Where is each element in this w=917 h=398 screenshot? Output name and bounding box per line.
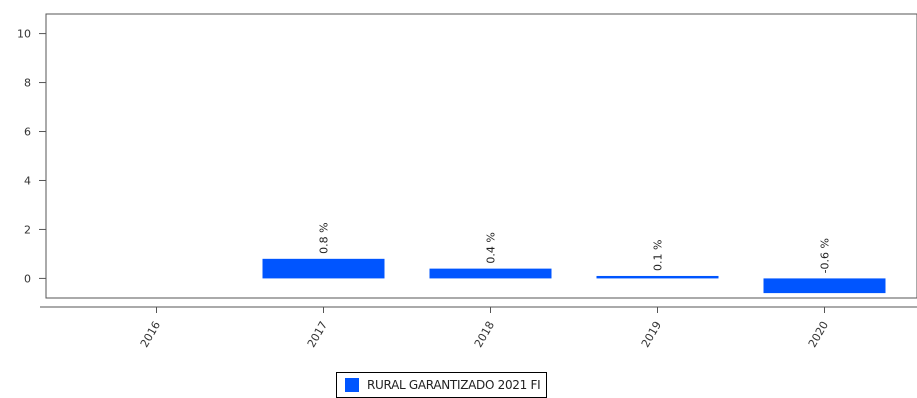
legend-swatch bbox=[345, 378, 359, 392]
y-axis: 0 2 4 6 8 10 bbox=[17, 28, 46, 285]
data-label: 0.1 % bbox=[652, 240, 665, 271]
y-tick-label: 10 bbox=[17, 28, 31, 41]
y-tick-label: 2 bbox=[24, 223, 31, 236]
x-tick-label: 2020 bbox=[806, 319, 831, 350]
x-axis: 2016 2017 2018 2019 2020 bbox=[40, 306, 917, 350]
y-tick-label: 4 bbox=[24, 174, 31, 187]
y-tick-label: 6 bbox=[24, 126, 31, 139]
data-label: 0.8 % bbox=[318, 222, 331, 253]
data-label: 0.4 % bbox=[485, 232, 498, 263]
data-label: -0.6 % bbox=[819, 238, 832, 273]
legend: RURAL GARANTIZADO 2021 FI bbox=[336, 372, 548, 398]
bar bbox=[429, 268, 552, 279]
bar bbox=[596, 275, 719, 279]
bars bbox=[262, 258, 886, 294]
y-tick-label: 8 bbox=[24, 77, 31, 90]
plot-frame bbox=[45, 13, 917, 299]
x-tick-label: 2018 bbox=[472, 319, 497, 350]
bar bbox=[262, 258, 385, 279]
x-tick-label: 2019 bbox=[639, 319, 664, 350]
x-tick-label: 2017 bbox=[305, 319, 330, 350]
legend-label: RURAL GARANTIZADO 2021 FI bbox=[367, 378, 541, 392]
data-labels: 0.8 % 0.4 % 0.1 % -0.6 % bbox=[318, 222, 832, 273]
bar bbox=[763, 278, 886, 294]
y-tick-label: 0 bbox=[24, 272, 31, 285]
x-tick-label: 2016 bbox=[138, 319, 163, 350]
